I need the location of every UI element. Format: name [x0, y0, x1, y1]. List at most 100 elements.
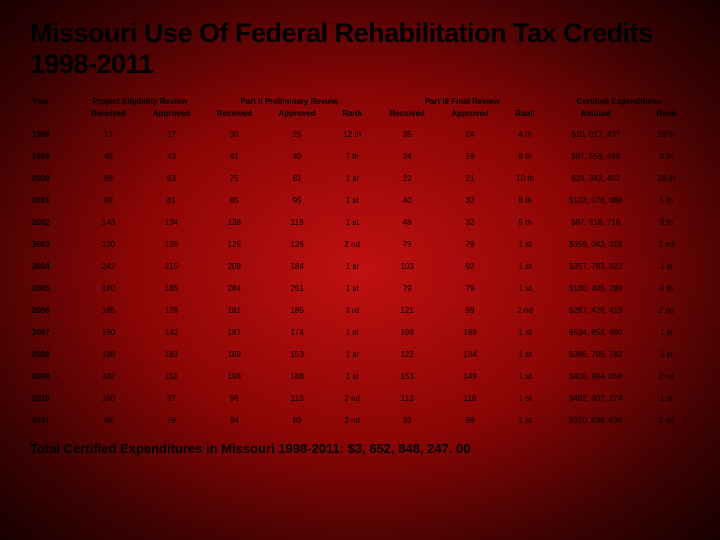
table-cell: 120	[77, 233, 140, 255]
table-cell: 134	[140, 211, 203, 233]
page-title: Missouri Use Of Federal Rehabilitation T…	[30, 18, 690, 80]
table-row: 20061851781811853 rd121992 nd$287, 426, …	[30, 299, 690, 321]
table-cell: 8 th	[501, 145, 548, 167]
table-cell: 79	[439, 277, 502, 299]
table-cell: 92	[439, 255, 502, 277]
table-cell: 199	[376, 321, 439, 343]
table-cell: 79	[439, 233, 502, 255]
table-cell: 103	[376, 255, 439, 277]
table-row: 201010097961132 nd1131181 st$482, 307, 2…	[30, 387, 690, 409]
sub-p2-received: Received	[203, 108, 266, 124]
table-row: 20071501421871741 st1991891 st$534, 854,…	[30, 321, 690, 343]
header-part3: Part III Final Review	[376, 94, 549, 108]
table-cell: 24	[376, 145, 439, 167]
table-cell: 2011	[30, 409, 77, 431]
table-cell: 89	[266, 409, 329, 431]
sub-elig-received: Received	[77, 108, 140, 124]
sub-p3-received: Received	[376, 108, 439, 124]
table-cell: 83	[140, 167, 203, 189]
table-cell: 1 st	[501, 277, 548, 299]
table-cell: 121	[376, 299, 439, 321]
table-cell: 43	[140, 145, 203, 167]
table-cell: 2004	[30, 255, 77, 277]
table-cell: 32	[439, 189, 502, 211]
table-cell: 22	[376, 167, 439, 189]
table-cell: 9 th	[643, 211, 690, 233]
table-cell: 1 st	[643, 255, 690, 277]
table-cell: 96	[203, 387, 266, 409]
table-cell: 10 th	[501, 167, 548, 189]
table-cell: 17	[77, 123, 140, 145]
table-cell: 5 th	[501, 211, 548, 233]
sub-p3-rank: Rank	[501, 108, 548, 124]
table-row: 1999454341407 th24198 th$87, 559, 4984 t…	[30, 145, 690, 167]
table-cell: $320, 838, 634	[549, 409, 643, 431]
table-cell: 1 st	[329, 189, 376, 211]
table-row: 20031201201251262 nd79791 st$359, 043, 3…	[30, 233, 690, 255]
table-cell: 3 rd	[329, 299, 376, 321]
table-cell: 134	[439, 343, 502, 365]
table-cell: $287, 426, 419	[549, 299, 643, 321]
table-cell: 100	[77, 387, 140, 409]
table-cell: 19	[439, 145, 502, 167]
table-cell: 79	[140, 409, 203, 431]
table-cell: 35	[376, 123, 439, 145]
table-cell: 93	[376, 409, 439, 431]
header-eligibility: Project Eligibility Review	[77, 94, 203, 108]
table-cell: $534, 854, 460	[549, 321, 643, 343]
sub-p2-rank: Rank	[329, 108, 376, 124]
table-cell: 150	[77, 321, 140, 343]
table-cell: 1998	[30, 123, 77, 145]
table-cell: 25	[266, 123, 329, 145]
table-cell: $180, 405, 289	[549, 277, 643, 299]
table-cell: 99	[439, 409, 502, 431]
table-cell: 12 th	[329, 123, 376, 145]
table-cell: 17	[140, 123, 203, 145]
table-cell: 24	[439, 123, 502, 145]
table-cell: 149	[439, 365, 502, 387]
table-cell: 4 th	[643, 145, 690, 167]
table-cell: $357, 783, 822	[549, 255, 643, 277]
table-cell: 181	[203, 299, 266, 321]
table-cell: 1 st	[501, 321, 548, 343]
table-cell: 188	[266, 365, 329, 387]
table-cell: 2003	[30, 233, 77, 255]
table-cell: 2006	[30, 299, 77, 321]
table-cell: 5 th	[643, 189, 690, 211]
table-cell: 180	[77, 277, 140, 299]
total-expenditures: Total Certified Expenditures in Missouri…	[30, 441, 690, 456]
table-cell: 174	[266, 321, 329, 343]
table-cell: $10, 017, 437	[549, 123, 643, 145]
table-cell: 153	[266, 343, 329, 365]
table-cell: $133, 078, 088	[549, 189, 643, 211]
table-cell: 183	[140, 343, 203, 365]
table-row: 19981717302512 th35244 th$10, 017, 43719…	[30, 123, 690, 145]
table-cell: 2 nd	[643, 299, 690, 321]
table-cell: 208	[203, 255, 266, 277]
table-cell: 120	[140, 233, 203, 255]
table-cell: $24, 342, 452	[549, 167, 643, 189]
table-cell: 2001	[30, 189, 77, 211]
table-cell: 118	[439, 387, 502, 409]
table-cell: 1 st	[329, 277, 376, 299]
table-cell: 185	[77, 299, 140, 321]
table-cell: 1 st	[329, 211, 376, 233]
table-cell: 126	[266, 233, 329, 255]
table-row: 20021431341381191 st48325 th$87, 518, 71…	[30, 211, 690, 233]
table-cell: 125	[203, 233, 266, 255]
table-cell: 2 nd	[329, 409, 376, 431]
table-cell: 48	[376, 211, 439, 233]
table-cell: 143	[77, 211, 140, 233]
table-cell: 88	[77, 167, 140, 189]
table-row: 2011867994892 nd93991 st$320, 838, 6342 …	[30, 409, 690, 431]
table-cell: 1 st	[329, 343, 376, 365]
table-cell: 2 nd	[501, 299, 548, 321]
table-cell: 119	[266, 211, 329, 233]
table-cell: 4 th	[501, 123, 548, 145]
table-cell: $87, 559, 498	[549, 145, 643, 167]
table-cell: $386, 705, 782	[549, 343, 643, 365]
table-cell: 99	[439, 299, 502, 321]
table-cell: 1 st	[643, 343, 690, 365]
table-cell: 1 st	[501, 255, 548, 277]
sub-p3-approved: Approved	[439, 108, 502, 124]
